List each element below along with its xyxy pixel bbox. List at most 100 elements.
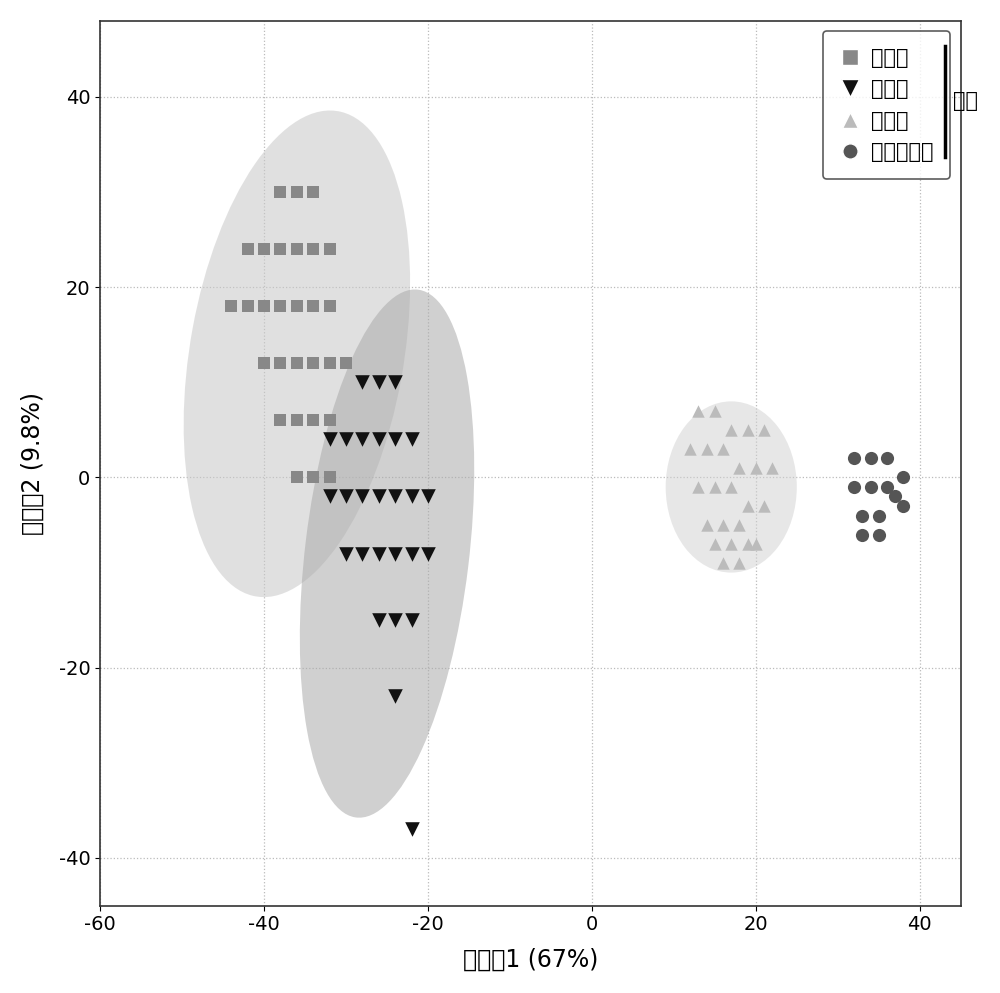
Point (723, 479, 739, 495)
Point (420, 489, 436, 504)
X-axis label: 主成分1 (67%): 主成分1 (67%) (463, 948, 598, 972)
Point (371, 489, 387, 504)
Point (272, 241, 288, 257)
Point (740, 422, 756, 438)
Point (289, 241, 305, 257)
Point (895, 470, 911, 486)
Point (322, 412, 338, 428)
Point (715, 517, 731, 533)
Point (338, 432, 354, 448)
Point (240, 298, 256, 314)
Point (289, 355, 305, 371)
Point (371, 374, 387, 390)
Point (371, 432, 387, 448)
Point (682, 441, 698, 457)
Ellipse shape (184, 110, 410, 597)
Point (715, 441, 731, 457)
Point (354, 374, 370, 390)
Point (690, 479, 706, 495)
Point (371, 545, 387, 561)
Point (887, 489, 903, 504)
Point (338, 355, 354, 371)
Point (354, 489, 370, 504)
Point (387, 545, 403, 561)
Point (256, 241, 272, 257)
Point (305, 298, 321, 314)
Point (871, 526, 887, 542)
Point (240, 241, 256, 257)
Point (272, 298, 288, 314)
Point (289, 470, 305, 486)
Ellipse shape (300, 290, 474, 817)
Point (707, 403, 723, 419)
Point (854, 507, 870, 523)
Point (756, 422, 772, 438)
Point (322, 355, 338, 371)
Point (322, 298, 338, 314)
Point (404, 613, 420, 629)
Point (740, 498, 756, 514)
Point (846, 479, 862, 495)
Point (256, 298, 272, 314)
Legend: 高剂量, 中剂量, 低剂量, 未感染对照: 高剂量, 中剂量, 低剂量, 未感染对照 (823, 31, 950, 179)
Point (764, 460, 780, 476)
Text: 感染: 感染 (953, 91, 978, 111)
Point (879, 451, 895, 467)
Point (723, 536, 739, 552)
Point (863, 451, 879, 467)
Point (387, 432, 403, 448)
Point (387, 613, 403, 629)
Ellipse shape (666, 401, 797, 573)
Point (723, 422, 739, 438)
Point (699, 517, 715, 533)
Point (707, 536, 723, 552)
Point (223, 298, 239, 314)
Y-axis label: 主成分2 (9.8%): 主成分2 (9.8%) (21, 391, 45, 534)
Point (420, 545, 436, 561)
Point (338, 545, 354, 561)
Point (289, 298, 305, 314)
Point (305, 470, 321, 486)
Point (289, 412, 305, 428)
Point (305, 241, 321, 257)
Point (322, 432, 338, 448)
Point (387, 688, 403, 704)
Point (305, 355, 321, 371)
Point (871, 507, 887, 523)
Point (272, 412, 288, 428)
Point (404, 545, 420, 561)
Point (404, 821, 420, 837)
Point (846, 451, 862, 467)
Point (748, 460, 764, 476)
Point (404, 432, 420, 448)
Point (404, 489, 420, 504)
Point (305, 412, 321, 428)
Point (707, 479, 723, 495)
Point (715, 555, 731, 571)
Point (756, 498, 772, 514)
Point (322, 470, 338, 486)
Point (731, 555, 747, 571)
Point (272, 184, 288, 200)
Point (256, 355, 272, 371)
Point (305, 184, 321, 200)
Point (354, 545, 370, 561)
Point (895, 498, 911, 514)
Point (387, 489, 403, 504)
Point (289, 184, 305, 200)
Point (699, 441, 715, 457)
Point (354, 432, 370, 448)
Point (322, 241, 338, 257)
Point (731, 460, 747, 476)
Point (322, 489, 338, 504)
Point (740, 536, 756, 552)
Point (690, 403, 706, 419)
Point (863, 479, 879, 495)
Point (854, 526, 870, 542)
Point (338, 489, 354, 504)
Point (879, 479, 895, 495)
Point (272, 355, 288, 371)
Point (748, 536, 764, 552)
Point (371, 613, 387, 629)
Point (731, 517, 747, 533)
